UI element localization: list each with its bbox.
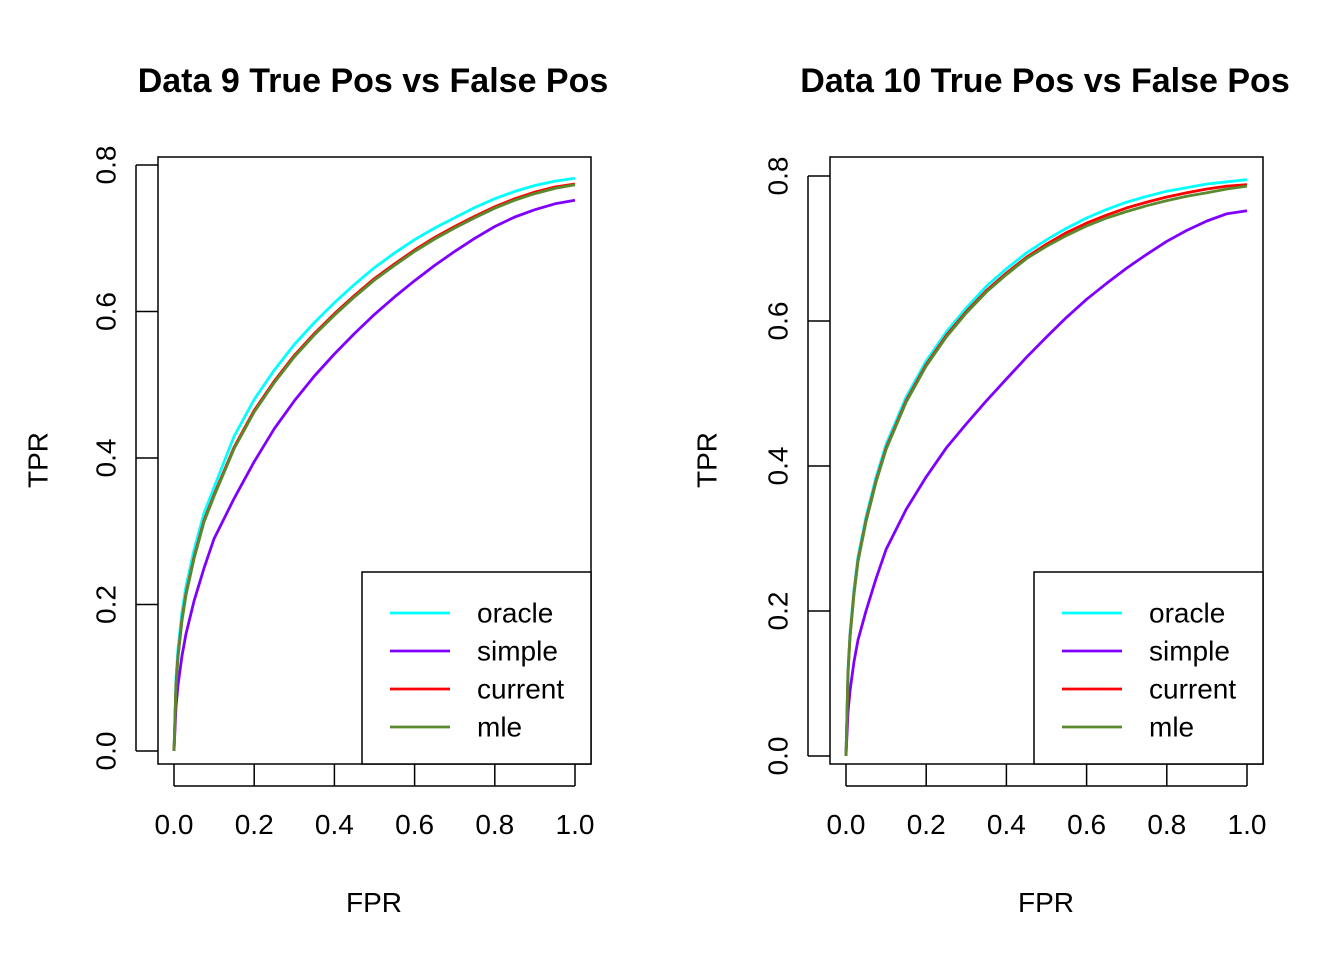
x-axis-label: FPR	[346, 887, 402, 918]
x-tick-label: 1.0	[556, 809, 595, 840]
x-tick-label: 0.0	[827, 809, 866, 840]
legend-label-mle: mle	[1149, 712, 1194, 743]
series-line-simple	[844, 209, 1248, 757]
y-tick-label: 0.6	[91, 292, 122, 331]
y-tick-label: 0.4	[763, 447, 794, 486]
legend-box	[361, 571, 592, 765]
series-line-mle	[844, 184, 1248, 757]
x-tick-label: 0.4	[987, 809, 1026, 840]
y-tick-label: 0.0	[763, 737, 794, 776]
chart-panel-2: Data 10 True Pos vs False Pos 0.0 0.2 0.4 0.…	[692, 62, 1290, 918]
y-tick-label: 0.4	[91, 439, 122, 478]
y-tick-label: 0.8	[91, 146, 122, 185]
x-tick-label: 0.6	[1067, 809, 1106, 840]
y-tick-label: 0.2	[763, 592, 794, 631]
x-tick-label: 0.8	[475, 809, 514, 840]
x-tick-label: 0.0	[155, 809, 194, 840]
legend-label-oracle: oracle	[1149, 598, 1225, 629]
y-tick-label: 0.6	[763, 302, 794, 341]
series-line-simple	[172, 198, 576, 752]
y-axis-label: TPR	[23, 432, 54, 488]
chart-title: Data 10 True Pos vs False Pos	[800, 62, 1289, 100]
legend-label-oracle: oracle	[477, 598, 553, 629]
legend-label-current: current	[477, 674, 564, 705]
x-tick-label: 0.4	[315, 809, 354, 840]
x-tick-label: 0.2	[907, 809, 946, 840]
chart-panel-1: Data 9 True Pos vs False Pos 0.0 0.2 0.4 0.6…	[23, 62, 609, 918]
legend-box	[1033, 571, 1264, 765]
legend-label-mle: mle	[477, 712, 522, 743]
legend-label-simple: simple	[477, 636, 558, 667]
legend-label-current: current	[1149, 674, 1236, 705]
series-line-mle	[172, 183, 576, 752]
x-axis-label: FPR	[1018, 887, 1074, 918]
y-tick-label: 0.2	[91, 585, 122, 624]
x-tick-label: 0.2	[235, 809, 274, 840]
x-tick-label: 0.8	[1147, 809, 1186, 840]
chart-title: Data 9 True Pos vs False Pos	[138, 62, 609, 100]
legend-label-simple: simple	[1149, 636, 1230, 667]
x-tick-label: 0.6	[395, 809, 434, 840]
x-tick-label: 1.0	[1228, 809, 1267, 840]
y-tick-label: 0.0	[91, 732, 122, 771]
y-tick-label: 0.8	[763, 157, 794, 196]
y-axis-label: TPR	[692, 432, 723, 488]
series-line-oracle	[172, 176, 576, 752]
